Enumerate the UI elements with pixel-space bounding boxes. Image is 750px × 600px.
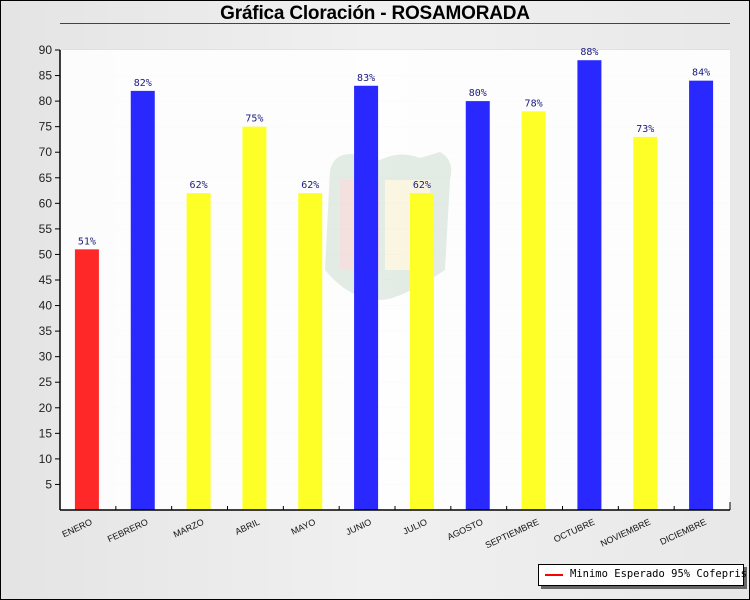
bar-marzo [186, 193, 211, 510]
value-label-junio: 83% [357, 73, 375, 84]
x-tick-label: SEPTIEMBRE [484, 517, 541, 551]
y-tick-label: 75 [39, 120, 53, 134]
value-label-mayo: 62% [301, 180, 319, 191]
value-label-octubre: 88% [580, 47, 598, 58]
x-tick-label: FEBRERO [106, 517, 150, 544]
value-label-enero: 51% [78, 236, 96, 247]
y-tick-label: 65 [39, 171, 53, 185]
legend-label-minimo: Minimo Esperado 95% Cofepris [570, 568, 748, 580]
bar-febrero [130, 90, 155, 510]
plot-background [60, 50, 730, 510]
x-tick-label: JULIO [401, 517, 428, 537]
bar-enero [74, 249, 99, 511]
y-tick-label: 10 [39, 452, 53, 466]
bar-noviembre [633, 136, 658, 510]
x-tick-label: JUNIO [344, 517, 373, 537]
y-tick-label: 25 [39, 375, 53, 389]
x-tick-label: NOVIEMBRE [599, 517, 652, 549]
y-tick-label: 60 [39, 196, 53, 210]
y-tick-label: 35 [39, 324, 53, 338]
chart-title: Gráfica Cloración - ROSAMORADA [220, 3, 530, 24]
x-tick-label: ENERO [61, 517, 94, 540]
bar-septiembre [521, 111, 546, 510]
value-label-diciembre: 84% [692, 68, 710, 79]
bar-abril [242, 126, 267, 511]
x-tick-label: OCTUBRE [552, 517, 596, 545]
y-tick-label: 70 [39, 145, 53, 159]
y-tick-label: 50 [39, 247, 53, 261]
bar-junio [354, 85, 379, 511]
y-tick-label: 90 [39, 43, 53, 57]
legend: Minimo Esperado 95% Cofepris [538, 564, 748, 586]
title-underline [60, 23, 730, 24]
value-label-marzo: 62% [190, 180, 208, 191]
y-tick-label: 45 [39, 273, 53, 287]
y-tick-label: 85 [39, 69, 53, 83]
y-tick-label: 5 [45, 477, 52, 491]
y-tick-label: 55 [39, 222, 53, 236]
bar-mayo [298, 193, 323, 510]
bar-octubre [577, 60, 602, 510]
y-tick-label: 30 [39, 350, 53, 364]
value-label-abril: 75% [245, 114, 263, 125]
x-tick-label: MAYO [289, 517, 317, 537]
x-tick-label: MARZO [172, 517, 206, 540]
value-label-septiembre: 78% [525, 98, 543, 109]
bar-agosto [465, 101, 490, 510]
plot-area [60, 50, 730, 510]
x-tick-label: AGOSTO [446, 517, 485, 542]
x-tick-label: DICIEMBRE [658, 517, 708, 547]
value-label-julio: 62% [413, 180, 431, 191]
y-tick-label: 15 [39, 426, 53, 440]
y-tick-label: 80 [39, 94, 53, 108]
y-tick-label: 40 [39, 299, 53, 313]
y-tick-label: 20 [39, 401, 53, 415]
bar-julio [409, 193, 434, 510]
x-tick-label: ABRIL [233, 517, 261, 537]
value-label-noviembre: 73% [636, 124, 654, 135]
value-label-agosto: 80% [469, 88, 487, 99]
value-label-febrero: 82% [134, 78, 152, 89]
bar-diciembre [689, 80, 714, 511]
legend-swatch-minimo [545, 574, 563, 576]
